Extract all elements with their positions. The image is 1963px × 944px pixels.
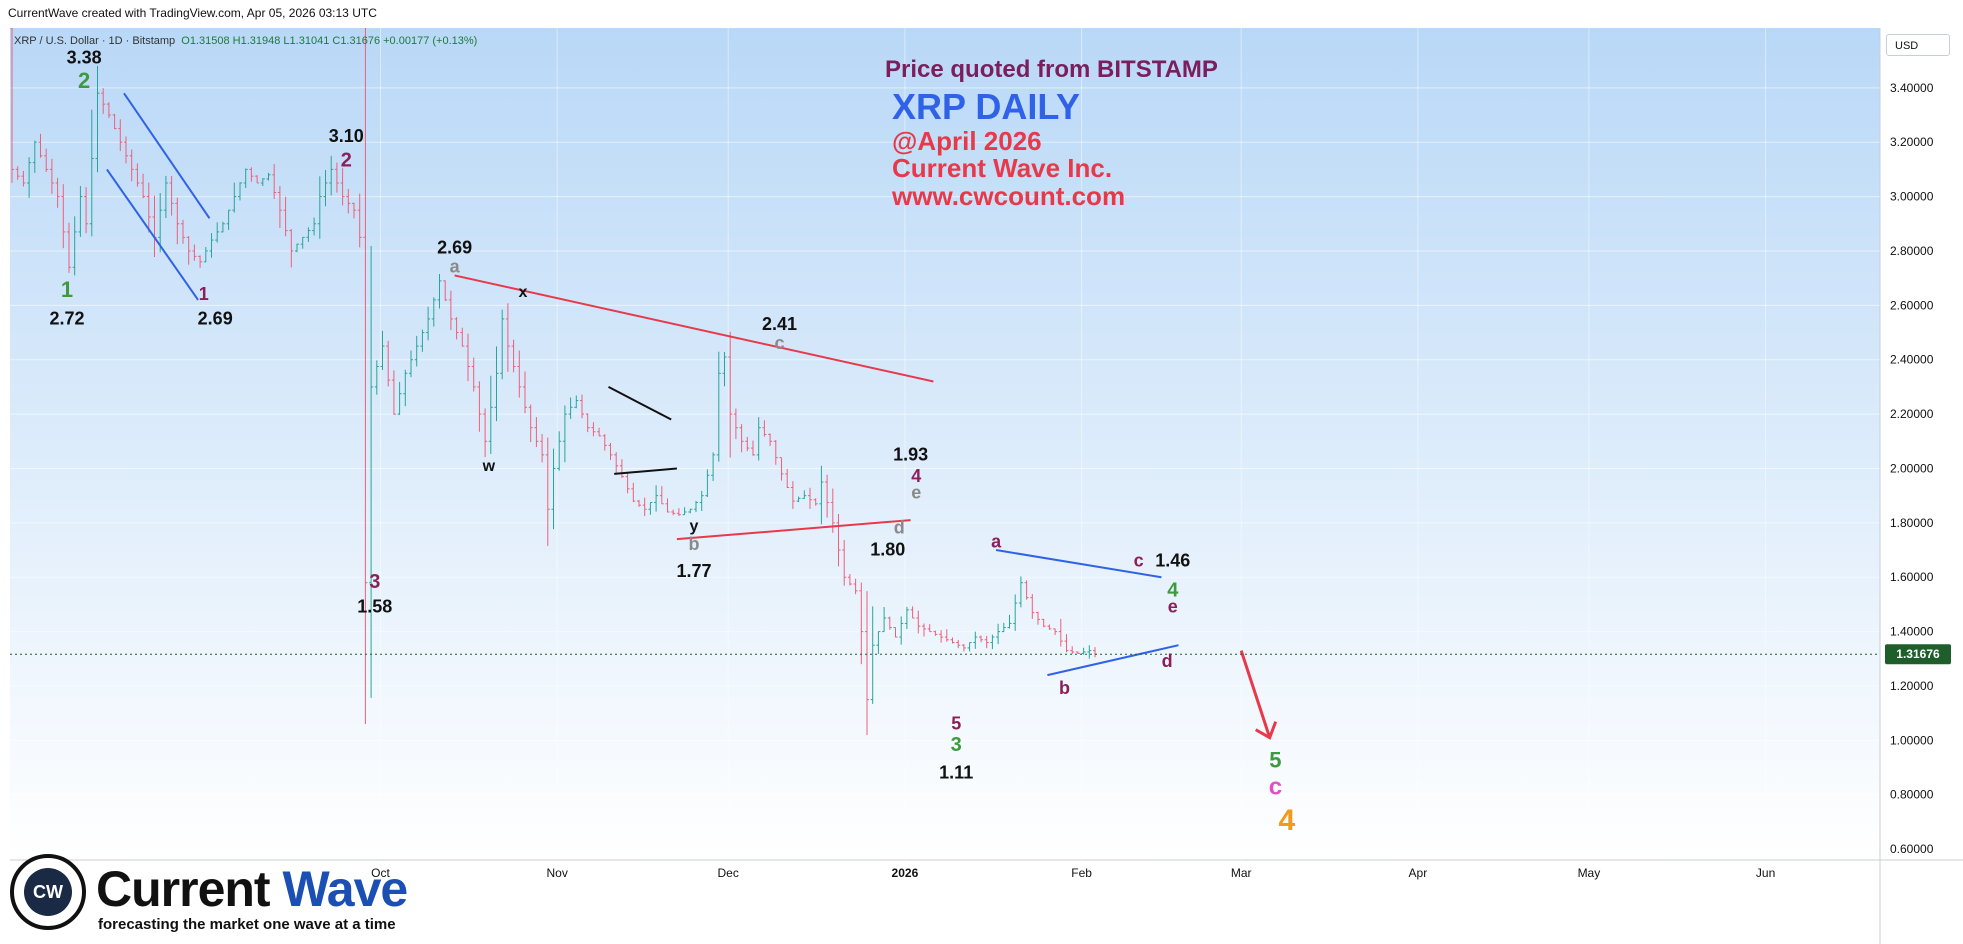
forecast-arrow bbox=[1239, 650, 1272, 739]
logo-tagline: forecasting the market one wave at a tim… bbox=[98, 916, 396, 933]
trendline bbox=[1047, 644, 1179, 677]
y-tick-label: 1.00000 bbox=[1890, 733, 1934, 747]
logo-word-b: Wave bbox=[282, 861, 408, 917]
wave-label: 1 bbox=[199, 284, 209, 304]
x-tick-label: Feb bbox=[1071, 866, 1092, 880]
x-tick-label: Apr bbox=[1409, 866, 1428, 880]
currency-selector[interactable]: USD bbox=[1886, 34, 1950, 56]
wave-label: 1.93 bbox=[893, 444, 928, 464]
y-tick-label: 1.80000 bbox=[1890, 516, 1934, 530]
x-tick-label: Dec bbox=[718, 866, 739, 880]
wave-label: 3.10 bbox=[329, 126, 364, 146]
trendline bbox=[676, 519, 911, 541]
symbol-legend: XRP / U.S. Dollar · 1D · Bitstamp O1.315… bbox=[14, 35, 477, 47]
url-title: www.cwcount.com bbox=[892, 181, 1126, 211]
symbol-name: XRP / U.S. Dollar · 1D · Bitstamp bbox=[14, 35, 176, 47]
last-price-badge bbox=[1885, 644, 1951, 665]
forecast-arrow-head bbox=[1254, 721, 1278, 740]
ohlc-values: O1.31508 H1.31948 L1.31041 C1.31676 +0.0… bbox=[181, 35, 478, 47]
wave-label: 1.77 bbox=[676, 561, 711, 581]
x-tick-label: May bbox=[1578, 866, 1601, 880]
wave-label: d bbox=[894, 518, 905, 538]
credit-text: CurrentWave created with TradingView.com… bbox=[8, 6, 377, 20]
wave-label: b bbox=[1059, 678, 1070, 698]
y-tick-label: 3.00000 bbox=[1890, 190, 1934, 204]
y-tick-label: 3.20000 bbox=[1890, 135, 1934, 149]
wave-label: 5 bbox=[951, 713, 961, 733]
logo-wordmark: Current Wave bbox=[96, 860, 408, 918]
wave-label: b bbox=[689, 534, 700, 554]
wave-label: 3 bbox=[369, 571, 380, 593]
y-tick-label: 2.60000 bbox=[1890, 298, 1934, 312]
wave-label: 2.41 bbox=[762, 314, 797, 334]
current-wave-logo: CW Current Wave forecasting the market o… bbox=[6, 850, 408, 940]
wave-label: 4 bbox=[911, 466, 921, 486]
wave-label: 1.58 bbox=[357, 597, 392, 617]
y-tick-label: 0.80000 bbox=[1890, 788, 1934, 802]
wave-label: 3.38 bbox=[67, 47, 102, 67]
wave-label: 2 bbox=[78, 68, 90, 93]
trendline bbox=[614, 467, 677, 475]
wave-label: a bbox=[450, 257, 461, 277]
wave-label: 1.46 bbox=[1155, 550, 1190, 570]
logo-badge: CW bbox=[10, 854, 86, 930]
trendline bbox=[123, 92, 211, 219]
x-tick-label: Mar bbox=[1231, 866, 1252, 880]
wave-label: d bbox=[1162, 651, 1173, 671]
wave-label: 4 bbox=[1278, 804, 1295, 837]
wave-label: 4 bbox=[1167, 579, 1179, 601]
logo-badge-text: CW bbox=[24, 868, 72, 916]
credit-bar: CurrentWave created with TradingView.com… bbox=[0, 0, 1963, 28]
x-tick-label: Nov bbox=[547, 866, 568, 880]
wave-label: e bbox=[911, 482, 921, 502]
y-tick-label: 2.00000 bbox=[1890, 461, 1934, 475]
wave-label: 1 bbox=[61, 277, 73, 302]
y-tick-label: 1.20000 bbox=[1890, 679, 1934, 693]
logo-word-a: Current bbox=[96, 861, 283, 917]
currency-label: USD bbox=[1895, 40, 1919, 52]
wave-label: w bbox=[482, 458, 496, 475]
wave-label: 5 bbox=[1269, 748, 1281, 773]
x-tick-label: 2026 bbox=[892, 866, 919, 880]
wave-label: 3 bbox=[951, 734, 962, 756]
chart-frame[interactable]: 3.40000 3.20000 3.00000 2.80000 2.60000 2.400… bbox=[0, 28, 1963, 944]
wave-label: 2.69 bbox=[437, 238, 472, 258]
main-title: XRP DAILY bbox=[892, 86, 1081, 127]
wave-label: e bbox=[1168, 597, 1178, 617]
source-title: Price quoted from BITSTAMP bbox=[885, 56, 1218, 83]
company-title: Current Wave Inc. bbox=[892, 153, 1113, 183]
y-tick-label: 0.60000 bbox=[1890, 842, 1934, 856]
trendline bbox=[454, 274, 934, 383]
y-tick-label: 1.40000 bbox=[1890, 625, 1934, 639]
trendline bbox=[608, 386, 672, 421]
last-price-label: 1.31676 bbox=[1896, 647, 1940, 661]
y-tick-label: 2.80000 bbox=[1890, 244, 1934, 258]
y-tick-label: 2.40000 bbox=[1890, 353, 1934, 367]
date-title: @April 2026 bbox=[892, 126, 1042, 156]
y-tick-label: 1.60000 bbox=[1890, 570, 1934, 584]
wave-label: 2.69 bbox=[198, 308, 233, 328]
plot-background bbox=[10, 28, 1880, 860]
wave-label: a bbox=[991, 531, 1002, 551]
y-tick-label: 3.40000 bbox=[1890, 81, 1934, 95]
wave-label: 1.80 bbox=[870, 539, 905, 559]
wave-label: 1.11 bbox=[939, 762, 973, 782]
wave-label: 2.72 bbox=[49, 308, 84, 328]
wave-label: c bbox=[1134, 550, 1144, 570]
trendline bbox=[995, 549, 1162, 579]
wave-label: x bbox=[519, 284, 528, 301]
x-tick-label: Jun bbox=[1756, 866, 1775, 880]
x-tick-label: Oct bbox=[371, 866, 390, 880]
wave-label: c bbox=[1269, 774, 1282, 801]
wave-label: c bbox=[774, 333, 784, 353]
wave-label: 2 bbox=[341, 150, 352, 172]
chart-canvas[interactable]: 3.40000 3.20000 3.00000 2.80000 2.60000 2.400… bbox=[0, 28, 1963, 944]
trendline bbox=[106, 168, 199, 301]
wave-label: y bbox=[690, 518, 699, 535]
y-tick-label: 2.20000 bbox=[1890, 407, 1934, 421]
